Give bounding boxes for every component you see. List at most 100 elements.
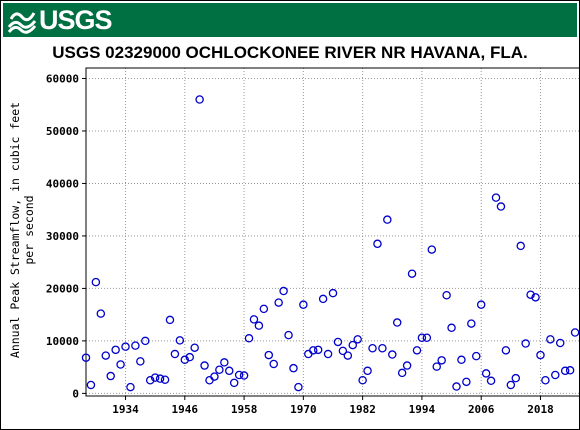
data-point: [86, 380, 96, 390]
data-point: [111, 345, 120, 355]
data-point: [521, 339, 530, 348]
data-point: [289, 363, 298, 373]
data-point: [338, 346, 348, 356]
data-point: [220, 358, 229, 367]
data-point: [373, 239, 382, 249]
data-point: [565, 366, 575, 375]
data-point: [452, 382, 461, 391]
data-point: [210, 372, 219, 381]
y-tick-label: 40000: [46, 177, 79, 190]
data-point: [432, 362, 441, 371]
data-point: [407, 269, 417, 278]
tick-layer: 0 10000 20000 30000 40000 50000 60000 1934 1946 1…: [46, 72, 554, 416]
point-layer: [81, 95, 580, 392]
plot-area: [85, 67, 580, 397]
data-point: [333, 337, 343, 347]
data-point: [457, 355, 466, 365]
usgs-wordmark: USGS: [39, 5, 113, 35]
data-point: [343, 351, 353, 360]
data-point: [467, 319, 476, 328]
data-point: [481, 369, 491, 378]
x-tick-label: 1982: [349, 403, 376, 416]
data-point: [397, 368, 407, 378]
data-point: [392, 318, 402, 327]
data-point: [165, 315, 175, 325]
data-point: [491, 193, 501, 202]
data-point: [541, 376, 550, 385]
data-point: [195, 95, 204, 104]
data-point: [126, 382, 135, 392]
data-point: [402, 361, 412, 370]
data-point: [180, 355, 190, 365]
y-axis-label-line-1: Annual Peak Streamflow, in cubic feet: [8, 102, 22, 358]
x-tick-label: 2006: [468, 403, 495, 416]
data-point: [531, 293, 540, 302]
data-point: [121, 342, 130, 351]
data-point: [136, 357, 145, 366]
x-tick-label: 1934: [112, 403, 139, 416]
y-tick-label: 0: [72, 387, 79, 400]
data-point: [511, 373, 521, 383]
data-point: [437, 356, 446, 365]
data-point: [234, 370, 244, 380]
data-point: [462, 377, 471, 387]
data-point: [447, 323, 456, 333]
data-point: [516, 241, 525, 251]
chart-title: USGS 02329000 OCHLOCKONEE RIVER NR HAVAN…: [52, 43, 528, 62]
data-point: [323, 349, 333, 359]
x-tick-label: 1946: [172, 403, 199, 416]
data-point: [170, 349, 180, 359]
data-point: [101, 351, 111, 360]
data-point: [551, 370, 560, 380]
data-point: [259, 304, 269, 314]
y-axis-label-line-2: per second: [22, 195, 36, 264]
x-tick-label: 1958: [231, 403, 258, 416]
data-point: [96, 309, 106, 318]
data-point: [254, 321, 264, 330]
data-point: [476, 300, 486, 309]
y-tick-label: 50000: [46, 125, 79, 138]
data-point: [318, 294, 328, 304]
data-point: [348, 340, 358, 350]
data-point: [190, 343, 199, 352]
data-point: [299, 300, 308, 309]
data-point: [308, 346, 318, 355]
data-point: [486, 376, 496, 386]
usgs-banner: USGS: [3, 3, 577, 37]
data-point: [155, 374, 165, 383]
data-point: [239, 371, 249, 380]
data-point: [225, 366, 234, 376]
data-point: [378, 343, 387, 353]
data-point: [442, 290, 451, 300]
data-point: [328, 288, 338, 298]
data-point: [412, 346, 422, 355]
data-point: [91, 277, 101, 287]
data-point: [313, 345, 323, 355]
y-axis-label: Annual Peak Streamflow, in cubic feet pe…: [8, 102, 36, 358]
data-point: [274, 298, 283, 307]
data-point: [506, 380, 516, 390]
data-point: [279, 286, 288, 296]
data-point: [244, 334, 254, 343]
data-point: [205, 376, 214, 385]
data-point: [150, 373, 160, 382]
data-point: [264, 350, 274, 360]
data-point: [388, 350, 397, 359]
data-point: [229, 378, 239, 388]
data-point: [427, 245, 437, 254]
data-point: [284, 330, 293, 340]
y-tick-label: 10000: [46, 335, 79, 348]
data-point: [422, 333, 432, 342]
y-tick-label: 20000: [46, 282, 79, 295]
x-tick-label: 1970: [290, 403, 317, 416]
data-point: [200, 361, 209, 370]
data-point: [185, 352, 194, 362]
y-tick-label: 60000: [46, 72, 79, 85]
data-point: [160, 375, 170, 384]
data-point: [215, 365, 224, 375]
data-point: [269, 359, 278, 369]
data-point: [358, 376, 367, 385]
data-point: [546, 335, 555, 344]
data-point: [145, 376, 155, 385]
data-point: [131, 341, 140, 350]
